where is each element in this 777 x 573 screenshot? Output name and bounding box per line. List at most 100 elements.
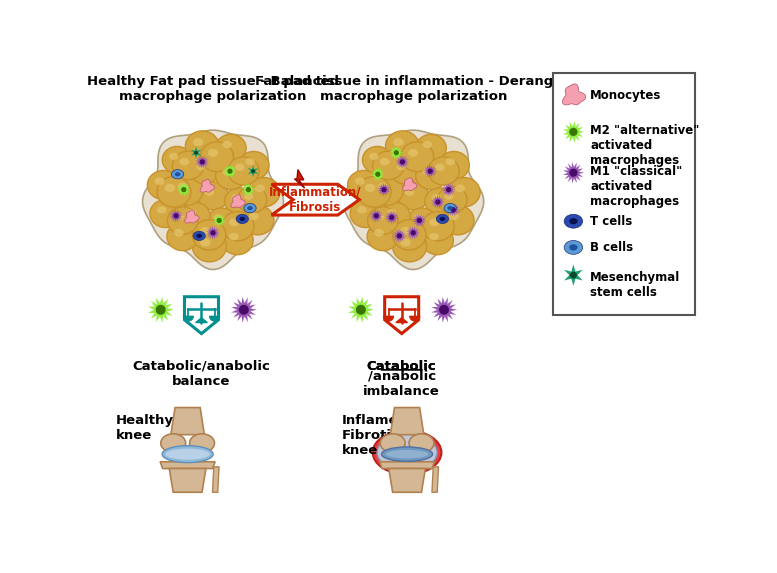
Polygon shape (171, 407, 204, 435)
Ellipse shape (174, 213, 183, 221)
Polygon shape (392, 229, 406, 243)
Ellipse shape (431, 194, 441, 201)
Polygon shape (200, 179, 214, 192)
Polygon shape (385, 210, 399, 224)
Ellipse shape (375, 213, 384, 221)
Ellipse shape (186, 131, 219, 162)
Ellipse shape (398, 182, 429, 210)
Circle shape (451, 207, 456, 213)
Ellipse shape (247, 206, 253, 210)
Ellipse shape (200, 238, 211, 246)
Ellipse shape (448, 206, 453, 210)
Ellipse shape (228, 233, 239, 241)
Ellipse shape (428, 157, 459, 185)
Circle shape (570, 168, 577, 177)
Polygon shape (423, 164, 437, 178)
Polygon shape (406, 226, 420, 240)
Polygon shape (380, 462, 434, 469)
Ellipse shape (401, 142, 434, 172)
Ellipse shape (371, 175, 403, 205)
Circle shape (446, 187, 451, 193)
Ellipse shape (148, 171, 179, 199)
Ellipse shape (375, 229, 384, 237)
Polygon shape (160, 462, 215, 469)
Polygon shape (402, 178, 417, 191)
Ellipse shape (244, 203, 256, 213)
Ellipse shape (228, 157, 259, 185)
Ellipse shape (407, 208, 437, 235)
Ellipse shape (197, 234, 202, 238)
Circle shape (397, 233, 402, 238)
Polygon shape (385, 297, 419, 333)
Polygon shape (169, 469, 206, 492)
Text: Fat pad tissue in inflammation - Deranged
macrophage polarization: Fat pad tissue in inflammation - Derange… (255, 75, 572, 103)
Polygon shape (389, 146, 403, 159)
Ellipse shape (393, 138, 403, 146)
Ellipse shape (214, 214, 223, 221)
Ellipse shape (197, 163, 206, 170)
Ellipse shape (180, 202, 210, 230)
Ellipse shape (190, 157, 219, 184)
Ellipse shape (378, 183, 388, 190)
Ellipse shape (221, 226, 253, 255)
Ellipse shape (179, 158, 190, 166)
Ellipse shape (444, 193, 453, 200)
Ellipse shape (400, 238, 411, 246)
Ellipse shape (236, 214, 249, 223)
Circle shape (439, 305, 449, 315)
Ellipse shape (357, 176, 391, 207)
Ellipse shape (175, 172, 180, 176)
Ellipse shape (570, 244, 577, 250)
Ellipse shape (435, 163, 444, 171)
Ellipse shape (215, 134, 246, 162)
Ellipse shape (445, 158, 455, 166)
Polygon shape (377, 183, 391, 197)
Ellipse shape (170, 175, 203, 205)
Polygon shape (142, 130, 284, 269)
Ellipse shape (172, 151, 204, 180)
Text: Catabolic/anabolic
balance: Catabolic/anabolic balance (133, 360, 270, 388)
Wedge shape (209, 316, 220, 321)
Circle shape (400, 159, 405, 164)
Polygon shape (169, 209, 183, 223)
Text: M1 "classical"
activated
macrophages: M1 "classical" activated macrophages (591, 165, 682, 208)
Ellipse shape (355, 178, 364, 185)
Ellipse shape (350, 199, 381, 227)
Ellipse shape (357, 206, 367, 214)
Polygon shape (271, 185, 359, 215)
Ellipse shape (369, 153, 378, 160)
Ellipse shape (441, 206, 474, 235)
Text: Inflamed/
Fibrotic
knee: Inflamed/ Fibrotic knee (342, 414, 413, 457)
Circle shape (173, 213, 179, 218)
Ellipse shape (162, 147, 192, 173)
Wedge shape (183, 316, 193, 321)
Circle shape (389, 215, 394, 220)
Ellipse shape (157, 176, 191, 207)
Ellipse shape (438, 151, 469, 179)
Polygon shape (206, 226, 220, 240)
Polygon shape (388, 469, 425, 492)
Circle shape (181, 187, 186, 193)
Ellipse shape (169, 153, 178, 160)
Ellipse shape (405, 189, 414, 196)
Ellipse shape (172, 170, 184, 179)
Polygon shape (371, 167, 385, 181)
Circle shape (382, 187, 387, 193)
Circle shape (228, 168, 232, 174)
Ellipse shape (570, 218, 577, 225)
Polygon shape (431, 297, 457, 323)
Ellipse shape (429, 233, 439, 241)
Polygon shape (396, 318, 407, 323)
Polygon shape (432, 467, 438, 492)
Ellipse shape (380, 434, 405, 453)
Ellipse shape (193, 231, 205, 241)
Circle shape (246, 187, 251, 193)
Ellipse shape (440, 217, 445, 221)
Ellipse shape (215, 162, 246, 190)
Circle shape (155, 305, 166, 315)
Circle shape (217, 218, 221, 223)
Ellipse shape (225, 188, 254, 214)
Ellipse shape (162, 446, 213, 462)
Ellipse shape (178, 183, 188, 190)
Polygon shape (212, 214, 226, 227)
